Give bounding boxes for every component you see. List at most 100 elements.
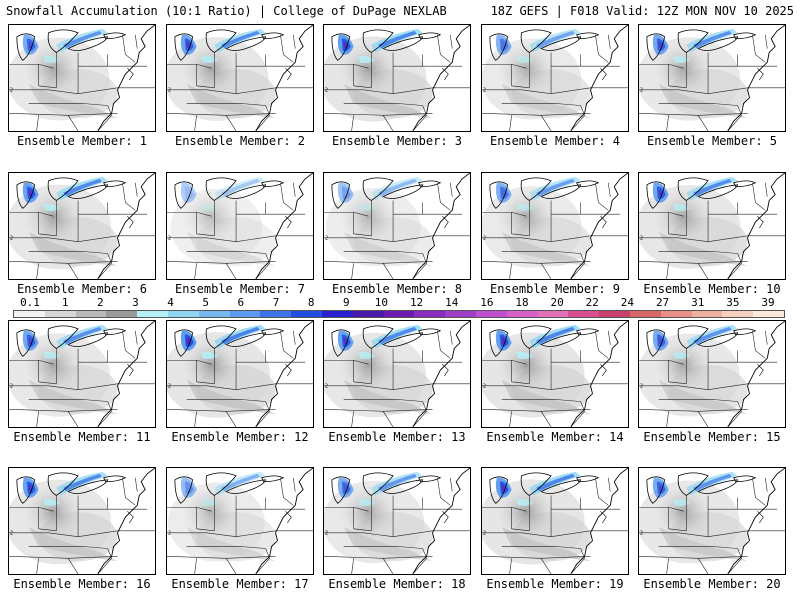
svg-text:2: 2 [168,531,171,537]
colorbar-tick-label: 31 [691,296,705,309]
colorbar-tick-label: 2 [96,296,104,309]
colorbar-tick-label: 6 [237,296,245,309]
ensemble-member-label: Ensemble Member: 13 [328,430,466,444]
svg-text:2: 2 [483,384,486,390]
ensemble-member-map: 2 [481,320,629,428]
colorbar-tick-label: 27 [655,296,670,309]
ensemble-member-label: Ensemble Member: 11 [13,430,151,444]
ensemble-member-map: 2 [8,320,156,428]
colorbar-tick-label: 9 [342,296,350,309]
colorbar-tick-label: 20 [550,296,564,309]
colorbar-segment [291,311,322,317]
ensemble-member-label: Ensemble Member: 7 [174,282,306,296]
colorbar-segment [722,311,754,317]
colorbar-segment [14,311,45,317]
ensemble-member-map: 2 [166,24,314,132]
ensemble-member-map: 2 [166,172,314,280]
colorbar-tick-label: 14 [445,296,459,309]
svg-text:2: 2 [640,88,643,94]
ensemble-member-label: Ensemble Member: 1 [16,134,148,148]
colorbar-segment [167,311,199,317]
ensemble-member-map: 2 [481,24,629,132]
svg-text:2: 2 [483,531,486,537]
svg-text:2: 2 [168,384,171,390]
colorbar-tick-label: 4 [167,296,174,309]
ensemble-member-label: Ensemble Member: 3 [331,134,463,148]
ensemble-member-label: Ensemble Member: 14 [486,430,624,444]
ensemble-member-map: 2 [638,467,786,575]
ensemble-member-label: Ensemble Member: 12 [171,430,309,444]
svg-text:2: 2 [483,236,486,242]
ensemble-member-label: Ensemble Member: 6 [16,282,148,296]
ensemble-member-map: 2 [8,24,156,132]
ensemble-member-map: 2 [323,467,471,575]
ensemble-member-label: Ensemble Member: 9 [489,282,621,296]
colorbar-segment [568,311,600,317]
ensemble-member-label: Ensemble Member: 20 [643,577,781,591]
colorbar-tick-label: 7 [272,296,280,309]
colorbar-segment [414,311,446,317]
colorbar-tick-label: 35 [726,296,740,309]
colorbar-tick-label: 8 [307,296,315,309]
svg-text:2: 2 [10,384,13,390]
ensemble-member-label: Ensemble Member: 5 [646,134,778,148]
colorbar-segment [475,311,507,317]
ensemble-member-map: 2 [8,172,156,280]
ensemble-member-map: 2 [166,320,314,428]
colorbar-segment [660,311,692,317]
colorbar-tick-label: 39 [761,296,775,309]
svg-text:2: 2 [640,531,643,537]
colorbar-segment [753,311,784,317]
ensemble-member-map: 2 [323,24,471,132]
colorbar-tick-label: 10 [374,296,389,309]
ensemble-member-label: Ensemble Member: 15 [643,430,781,444]
colorbar-tick-label: 1 [61,296,69,309]
colorbar-segment [229,311,261,317]
ensemble-member-label: Ensemble Member: 16 [13,577,151,591]
svg-text:2: 2 [10,88,13,94]
colorbar-segment [506,311,538,317]
colorbar-tick-label: 3 [132,296,139,309]
ensemble-member-label: Ensemble Member: 17 [171,577,309,591]
ensemble-member-map: 2 [638,24,786,132]
ensemble-member-label: Ensemble Member: 8 [331,282,463,296]
colorbar-segment [352,311,384,317]
svg-text:2: 2 [10,236,13,242]
colorbar-segment [445,311,476,317]
ensemble-member-map: 2 [166,467,314,575]
colorbar-segment [321,311,353,317]
ensemble-member-map: 2 [323,320,471,428]
colorbar-segment [137,311,168,317]
svg-text:2: 2 [483,88,486,94]
colorbar-segment [691,311,723,317]
colorbar-tick-label: 0.1 [20,296,40,309]
colorbar-segment [75,311,107,317]
ensemble-member-map: 2 [481,467,629,575]
ensemble-member-label: Ensemble Member: 10 [643,282,781,296]
svg-text:2: 2 [325,531,328,537]
svg-text:2: 2 [325,384,328,390]
colorbar-tick-label: 12 [409,296,424,309]
colorbar-tick-label: 24 [620,296,635,309]
colorbar-segment [383,311,415,317]
colorbar-tick-label: 16 [480,296,494,309]
svg-text:2: 2 [640,236,643,242]
colorbar-segment [629,311,661,317]
colorbar-segment [599,311,630,317]
ensemble-member-label: Ensemble Member: 19 [486,577,624,591]
svg-text:2: 2 [10,531,13,537]
ensemble-member-label: Ensemble Member: 4 [489,134,621,148]
ensemble-member-map: 2 [481,172,629,280]
colorbar-segment [106,311,138,317]
svg-text:2: 2 [640,384,643,390]
colorbar-tick-label: 22 [585,296,599,309]
snowfall-colorbar [13,310,785,318]
svg-text:2: 2 [325,88,328,94]
ensemble-member-label: Ensemble Member: 2 [174,134,306,148]
colorbar-segment [198,311,230,317]
svg-text:2: 2 [168,88,171,94]
colorbar-tick-label: 5 [202,296,210,309]
header-title: Snowfall Accumulation (10:1 Ratio) | Col… [6,4,447,18]
colorbar-segment [44,311,76,317]
ensemble-member-map: 2 [323,172,471,280]
